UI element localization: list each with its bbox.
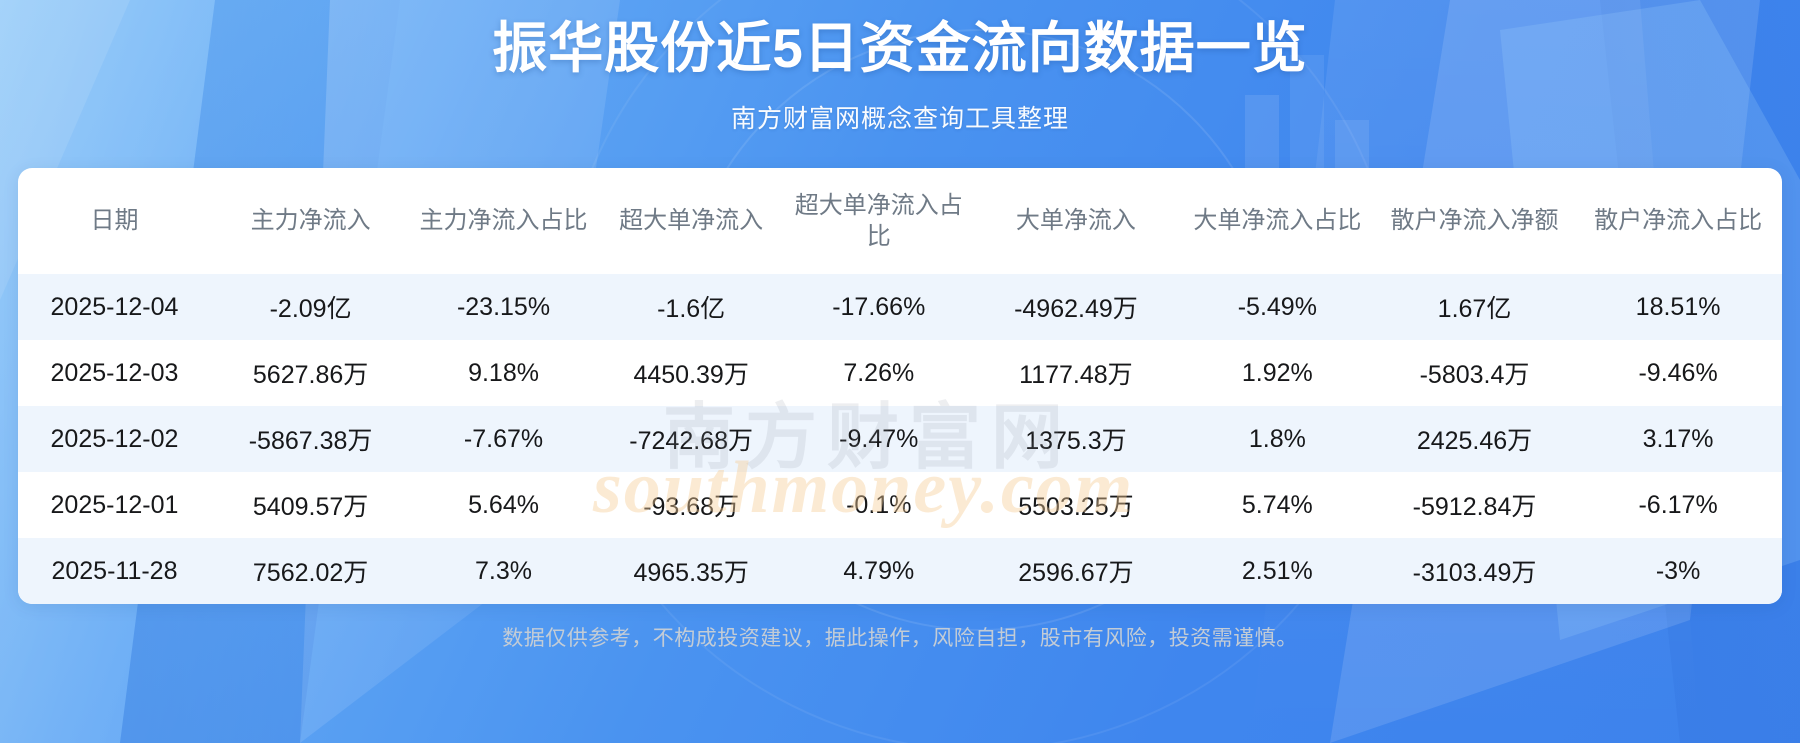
table-row: 2025-12-04 -2.09亿 -23.15% -1.6亿 -17.66% … (18, 274, 1782, 340)
disclaimer-text: 数据仅供参考，不构成投资建议，据此操作，风险自担，股市有风险，投资需谨慎。 (502, 627, 1298, 650)
page-footer: 数据仅供参考，不构成投资建议，据此操作，风险自担，股市有风险，投资需谨慎。 (0, 612, 1800, 743)
page-header: 振华股份近5日资金流向数据一览 南方财富网概念查询工具整理 (0, 0, 1800, 168)
cell-lg-net: 5503.25万 (972, 472, 1180, 538)
table-row: 2025-12-03 5627.86万 9.18% 4450.39万 7.26%… (18, 340, 1782, 406)
table-row: 2025-12-01 5409.57万 5.64% -93.68万 -0.1% … (18, 472, 1782, 538)
column-header-lg-net: 大单净流入 (1015, 207, 1136, 235)
column-header-lg-pct: 大单净流入占比 (1193, 207, 1362, 235)
cell-retail-pct: -6.17% (1574, 472, 1782, 538)
cell-lg-pct: 1.92% (1179, 340, 1375, 406)
cell-retail-net: 2425.46万 (1374, 406, 1575, 472)
cell-main-pct: 7.3% (410, 538, 597, 604)
cell-main-pct: -23.15% (410, 274, 597, 340)
column-header-retail-pct: 散户净流入占比 (1594, 207, 1763, 235)
cell-retail-net: -5912.84万 (1374, 472, 1575, 538)
cell-xl-pct: -17.66% (785, 274, 973, 340)
cell-main-net: -5867.38万 (210, 406, 411, 472)
cell-xl-net: -93.68万 (596, 472, 786, 538)
column-header-main-net: 主力净流入 (250, 207, 371, 235)
cell-lg-net: -4962.49万 (972, 274, 1180, 340)
column-header-retail-net: 散户净流入净额 (1390, 207, 1559, 235)
cell-lg-pct: -5.49% (1179, 274, 1375, 340)
cell-retail-net: -5803.4万 (1374, 340, 1575, 406)
cell-xl-pct: 4.79% (785, 538, 973, 604)
cell-main-pct: 5.64% (410, 472, 597, 538)
cell-xl-pct: -9.47% (785, 406, 973, 472)
cell-xl-net: 4450.39万 (596, 340, 786, 406)
cell-main-net: 5409.57万 (210, 472, 411, 538)
cell-main-pct: 9.18% (410, 340, 597, 406)
cell-main-net: 5627.86万 (210, 340, 411, 406)
cell-xl-pct: -0.1% (785, 472, 973, 538)
cell-date: 2025-12-03 (18, 340, 211, 406)
cell-main-net: 7562.02万 (210, 538, 411, 604)
cell-xl-pct: 7.26% (785, 340, 973, 406)
cell-date: 2025-12-02 (18, 406, 211, 472)
cell-lg-net: 1177.48万 (972, 340, 1180, 406)
data-table-card: 南方财富网 southmoney.com 日期 主力净流入 主力净流入占比 超大… (18, 168, 1782, 604)
table-row: 2025-12-02 -5867.38万 -7.67% -7242.68万 -9… (18, 406, 1782, 472)
cell-main-pct: -7.67% (410, 406, 597, 472)
column-header-xl-net: 超大单净流入 (619, 207, 764, 235)
cell-retail-pct: -9.46% (1574, 340, 1782, 406)
column-header-xl-pct: 超大单净流入占比 (794, 191, 963, 250)
cell-lg-net: 2596.67万 (972, 538, 1180, 604)
page-title: 振华股份近5日资金流向数据一览 (492, 17, 1308, 79)
cell-retail-pct: 18.51% (1574, 274, 1782, 340)
cell-xl-net: -1.6亿 (596, 274, 786, 340)
cell-lg-pct: 2.51% (1179, 538, 1375, 604)
cell-lg-net: 1375.3万 (972, 406, 1180, 472)
cell-lg-pct: 1.8% (1179, 406, 1375, 472)
cell-main-net: -2.09亿 (210, 274, 411, 340)
cell-date: 2025-11-28 (18, 538, 211, 604)
table-header-row: 日期 主力净流入 主力净流入占比 超大单净流入 超大单净流入占比 大单净流入 大… (18, 168, 1782, 274)
cell-xl-net: -7242.68万 (596, 406, 786, 472)
cell-date: 2025-12-04 (18, 274, 211, 340)
cell-lg-pct: 5.74% (1179, 472, 1375, 538)
table-row: 2025-11-28 7562.02万 7.3% 4965.35万 4.79% … (18, 538, 1782, 604)
page-subtitle: 南方财富网概念查询工具整理 (730, 104, 1069, 133)
cell-retail-net: 1.67亿 (1374, 274, 1575, 340)
column-header-date: 日期 (90, 207, 139, 235)
cell-retail-pct: 3.17% (1574, 406, 1782, 472)
cell-retail-net: -3103.49万 (1374, 538, 1575, 604)
cell-date: 2025-12-01 (18, 472, 211, 538)
cell-xl-net: 4965.35万 (596, 538, 786, 604)
column-header-main-pct: 主力净流入占比 (419, 207, 588, 235)
cell-retail-pct: -3% (1574, 538, 1782, 604)
capital-flow-table: 日期 主力净流入 主力净流入占比 超大单净流入 超大单净流入占比 大单净流入 大… (18, 168, 1782, 604)
